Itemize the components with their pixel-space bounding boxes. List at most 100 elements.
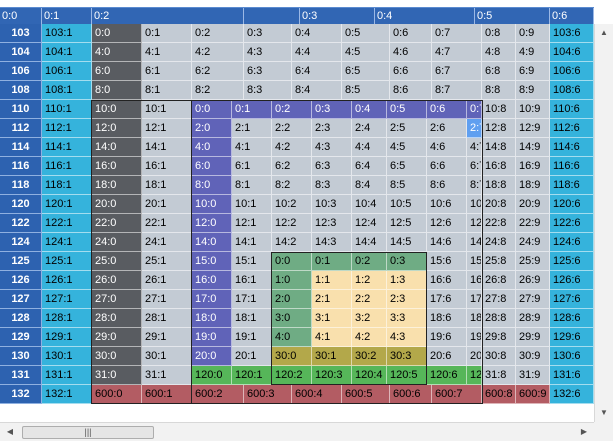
grid-cell[interactable]: 27:0 [92, 290, 142, 309]
grid-cell[interactable]: 15:0 [192, 252, 232, 271]
grid-cell[interactable]: 104:1 [42, 43, 92, 62]
grid-cell[interactable]: 16:9 [516, 157, 550, 176]
grid-cell[interactable]: 120:7 [467, 366, 482, 385]
grid-cell[interactable]: 8:7 [432, 81, 482, 100]
column-header[interactable]: 0:1 [42, 8, 92, 25]
grid-cell[interactable]: 18:7 [467, 309, 482, 328]
grid-cell[interactable]: 10:0 [192, 195, 232, 214]
grid-cell[interactable]: 6:1 [232, 157, 272, 176]
row-header[interactable]: 124 [0, 233, 42, 252]
grid-cell[interactable]: 1:2 [352, 271, 387, 290]
grid-cell[interactable]: 18:1 [142, 176, 192, 195]
grid-cell[interactable]: 17:1 [232, 290, 272, 309]
grid-cell[interactable]: 10:8 [482, 100, 516, 119]
grid-cell[interactable]: 120:4 [352, 366, 387, 385]
grid-cell[interactable]: 600:2 [192, 385, 244, 404]
grid-cell[interactable]: 2:1 [232, 119, 272, 138]
grid-cell[interactable]: 8:4 [292, 81, 342, 100]
grid-cell[interactable]: 14:6 [427, 233, 467, 252]
grid-cell[interactable]: 122:1 [42, 214, 92, 233]
grid-cell[interactable]: 16:1 [142, 157, 192, 176]
grid-cell[interactable]: 8:9 [516, 81, 550, 100]
grid-cell[interactable]: 12:9 [516, 119, 550, 138]
grid-cell[interactable]: 0:5 [387, 100, 427, 119]
grid-cell[interactable]: 10:2 [272, 195, 312, 214]
grid-cell[interactable]: 12:5 [387, 214, 427, 233]
row-header[interactable]: 127 [0, 290, 42, 309]
grid-cell[interactable]: 0:6 [427, 100, 467, 119]
grid-cell[interactable]: 14:0 [92, 138, 142, 157]
grid-cell[interactable]: 3:3 [387, 309, 427, 328]
grid-cell[interactable]: 8:4 [352, 176, 387, 195]
grid-cell[interactable]: 4:0 [272, 328, 312, 347]
grid-cell[interactable]: 1:3 [387, 271, 427, 290]
row-header[interactable]: 125 [0, 252, 42, 271]
grid-cell[interactable]: 600:3 [244, 385, 292, 404]
grid-cell[interactable]: 31:9 [516, 366, 550, 385]
grid-cell[interactable]: 129:6 [550, 328, 594, 347]
grid-cell[interactable]: 4:3 [387, 328, 427, 347]
grid-cell[interactable]: 10:6 [427, 195, 467, 214]
row-header[interactable]: 128 [0, 309, 42, 328]
grid-cell[interactable]: 4:4 [292, 43, 342, 62]
grid-cell[interactable]: 6:1 [142, 62, 192, 81]
grid-cell[interactable]: 12:6 [427, 214, 467, 233]
grid-cell[interactable]: 4:2 [192, 43, 244, 62]
grid-cell[interactable]: 118:6 [550, 176, 594, 195]
grid-cell[interactable]: 124:1 [42, 233, 92, 252]
grid-cell[interactable]: 30:8 [482, 347, 516, 366]
grid-cell[interactable]: 16:0 [192, 271, 232, 290]
grid-cell[interactable]: 26:9 [516, 271, 550, 290]
grid-cell[interactable]: 600:7 [432, 385, 482, 404]
grid-cell[interactable]: 4:9 [516, 43, 550, 62]
grid-cell[interactable]: 129:1 [42, 328, 92, 347]
column-header[interactable]: 0:0 [0, 8, 42, 25]
grid-cell[interactable]: 8:0 [192, 176, 232, 195]
grid-cell[interactable]: 6:7 [432, 62, 482, 81]
grid-cell[interactable]: 6:3 [244, 62, 292, 81]
grid-cell[interactable]: 19:1 [232, 328, 272, 347]
grid-cell[interactable]: 6:0 [92, 62, 142, 81]
column-header[interactable]: 0:2 [92, 8, 244, 25]
grid-cell[interactable]: 19:7 [467, 328, 482, 347]
grid-cell[interactable]: 14:1 [232, 233, 272, 252]
grid-cell[interactable]: 24:1 [142, 233, 192, 252]
row-header[interactable]: 120 [0, 195, 42, 214]
grid-cell[interactable]: 1:0 [272, 271, 312, 290]
grid-cell[interactable]: 29:0 [92, 328, 142, 347]
grid-cell[interactable]: 31:8 [482, 366, 516, 385]
grid-cell[interactable]: 28:9 [516, 309, 550, 328]
grid-cell[interactable]: 0:4 [352, 100, 387, 119]
grid-cell[interactable]: 0:7 [432, 24, 482, 43]
grid-cell[interactable]: 6:0 [192, 157, 232, 176]
grid-cell[interactable]: 2:3 [312, 119, 352, 138]
grid-cell[interactable]: 8:0 [92, 81, 142, 100]
grid-cell[interactable]: 25:8 [482, 252, 516, 271]
grid-cell[interactable]: 12:1 [232, 214, 272, 233]
grid-cell[interactable]: 116:6 [550, 157, 594, 176]
grid-cell[interactable]: 2:4 [352, 119, 387, 138]
grid-cell[interactable]: 124:6 [550, 233, 594, 252]
grid-cell[interactable]: 10:4 [352, 195, 387, 214]
grid-cell[interactable]: 14:7 [467, 233, 482, 252]
grid-cell[interactable]: 127:1 [42, 290, 92, 309]
grid-cell[interactable]: 4:5 [342, 43, 390, 62]
grid-cell[interactable]: 0:2 [272, 100, 312, 119]
grid-cell[interactable]: 132:6 [550, 385, 594, 404]
grid-cell[interactable]: 0:8 [482, 24, 516, 43]
grid-cell[interactable]: 14:1 [142, 138, 192, 157]
grid-cell[interactable]: 14:3 [312, 233, 352, 252]
grid-cell[interactable]: 30:1 [312, 347, 352, 366]
grid-cell[interactable]: 0:2 [192, 24, 244, 43]
grid-cell[interactable]: 4:8 [482, 43, 516, 62]
grid-cell[interactable]: 126:6 [550, 271, 594, 290]
grid-cell[interactable]: 18:6 [427, 309, 467, 328]
row-header[interactable]: 130 [0, 347, 42, 366]
grid-cell[interactable]: 12:2 [272, 214, 312, 233]
column-header[interactable]: 0:3 [300, 8, 375, 25]
grid-cell[interactable]: 125:6 [550, 252, 594, 271]
grid-cell[interactable]: 122:6 [550, 214, 594, 233]
grid-cell[interactable]: 2:0 [192, 119, 232, 138]
grid-cell[interactable]: 0:6 [390, 24, 432, 43]
grid-cell[interactable]: 2:6 [427, 119, 467, 138]
